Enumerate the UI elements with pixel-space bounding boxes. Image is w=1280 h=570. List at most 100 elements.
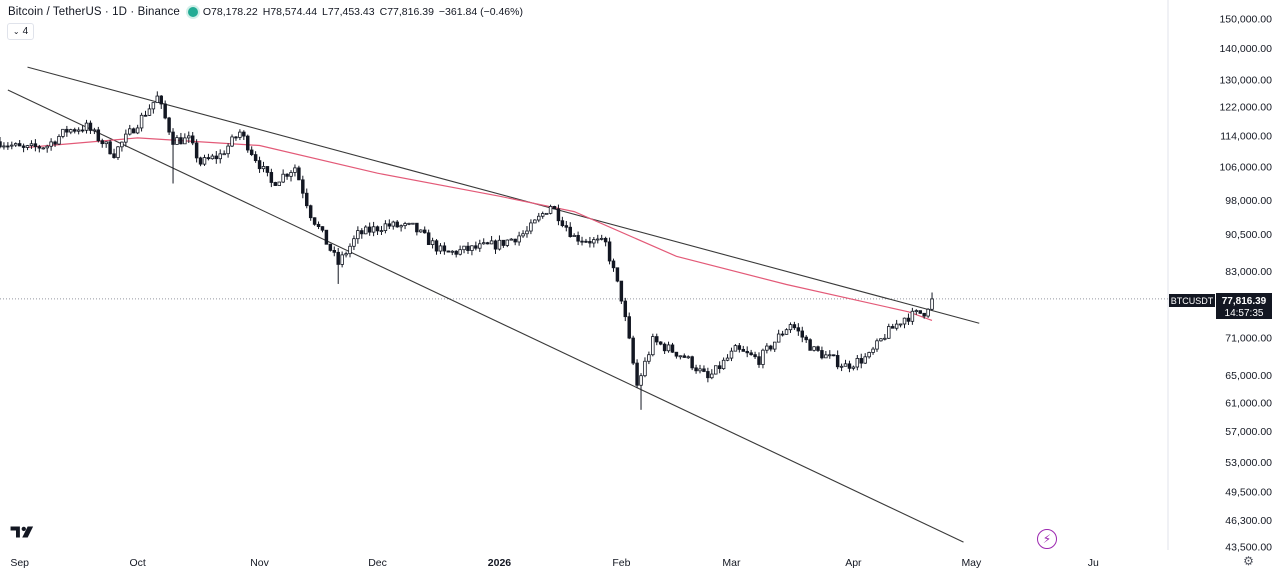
candle (710, 369, 714, 380)
candle (714, 365, 718, 375)
candle-body (53, 141, 57, 145)
trendline[interactable] (27, 66, 980, 324)
candle-body (61, 128, 65, 137)
candle (623, 297, 628, 322)
candle-body (17, 143, 22, 147)
candle-body (690, 356, 694, 369)
candle (120, 141, 124, 152)
candle (104, 141, 108, 148)
candle (222, 150, 226, 156)
candle (61, 128, 65, 139)
candle-body (816, 346, 820, 351)
candle-body (167, 117, 171, 133)
candle-body (214, 155, 219, 160)
candle-body (753, 354, 757, 358)
candle (116, 146, 120, 160)
candle-body (395, 221, 399, 228)
candle (560, 216, 565, 228)
time-tick-label: Sep (10, 557, 29, 569)
candle-body (588, 241, 592, 244)
candle-body (647, 354, 651, 362)
candle-body (419, 229, 423, 233)
gear-icon[interactable]: ⚙ (1243, 554, 1254, 568)
candle (548, 204, 553, 215)
time-axis[interactable]: Sep Oct Nov Dec 2026 Feb Mar Apr May Ju (10, 557, 1099, 569)
bar-countdown-label: 14:57:35 (1225, 308, 1264, 319)
trendlines[interactable] (7, 66, 980, 543)
candle-body (529, 222, 533, 232)
candle (112, 148, 116, 159)
candle (926, 308, 930, 318)
candle-body (930, 298, 934, 310)
candle (273, 181, 278, 186)
candle-body (312, 217, 317, 225)
candle-body (462, 245, 466, 251)
candle-body (847, 363, 852, 369)
candle (198, 156, 203, 167)
candle-body (155, 95, 160, 104)
candle-body (599, 237, 604, 240)
tradingview-logo[interactable] (9, 524, 37, 540)
candle (485, 241, 490, 245)
candle (875, 338, 879, 352)
candle (603, 236, 608, 247)
candle-body (548, 206, 553, 214)
candle-body (533, 219, 537, 224)
symbol-title[interactable]: Bitcoin / TetherUS · 1D · Binance (8, 6, 180, 18)
candle (281, 169, 285, 184)
indicators-toggle-button[interactable]: ⌄ 4 (7, 23, 34, 40)
candle (434, 239, 439, 255)
candle-body (749, 352, 753, 356)
candle-body (808, 339, 812, 351)
candle (706, 367, 710, 383)
candle (163, 100, 167, 120)
candle-body (910, 310, 915, 322)
candle (84, 119, 89, 134)
candle-body (643, 360, 647, 377)
candle-body (863, 356, 867, 364)
candle-body (714, 365, 718, 375)
candle-body (572, 235, 576, 237)
candle (277, 181, 281, 186)
candle (820, 346, 824, 360)
candle (599, 234, 604, 241)
candle (194, 139, 199, 163)
candle (312, 217, 317, 226)
candle (246, 134, 250, 153)
candle (584, 238, 588, 243)
chevron-down-icon: ⌄ (12, 27, 20, 36)
candle-body (894, 323, 899, 329)
candle-body (238, 131, 242, 138)
candle (454, 250, 458, 258)
trendline[interactable] (7, 89, 964, 543)
candle (53, 140, 57, 147)
candle-body (769, 345, 773, 350)
candle-body (411, 222, 415, 225)
candle (686, 355, 690, 359)
candle-body (552, 206, 557, 210)
candle-body (658, 341, 663, 345)
candle-body (521, 233, 525, 237)
candle (887, 323, 891, 339)
price-axis[interactable]: 150,000.00 140,000.00 130,000.00 122,000.00… (1219, 14, 1272, 554)
candle (143, 110, 148, 117)
candle-body (324, 229, 329, 245)
candle (6, 142, 10, 150)
candle (521, 230, 525, 238)
candle (395, 220, 399, 228)
candle (843, 359, 848, 367)
candle-body (450, 250, 454, 253)
candle-body (305, 192, 309, 207)
candle-body (187, 135, 191, 139)
candle (879, 338, 883, 342)
candle-body (568, 226, 572, 237)
candle (108, 139, 112, 155)
candle-body (403, 223, 407, 227)
candle-body (651, 336, 655, 356)
ohlc-close: C77,816.39 (379, 6, 434, 18)
candle-body (635, 362, 639, 386)
lightning-icon[interactable]: ⚡ (1037, 529, 1057, 549)
candle (100, 138, 104, 148)
candle-body (556, 208, 561, 222)
